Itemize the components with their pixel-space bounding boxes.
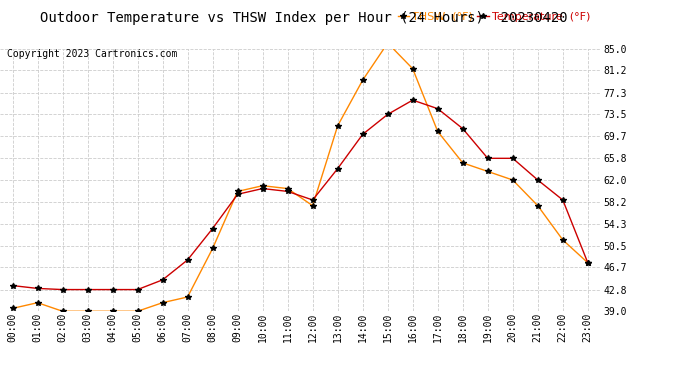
THSW  (°F) xyxy=(133,309,141,314)
THSW  (°F) xyxy=(259,183,267,188)
THSW  (°F) xyxy=(83,309,92,314)
Temperature  (°F) xyxy=(8,284,17,288)
THSW  (°F) xyxy=(8,306,17,310)
THSW  (°F) xyxy=(484,169,492,174)
Temperature  (°F) xyxy=(233,192,242,196)
Temperature  (°F) xyxy=(433,106,442,111)
THSW  (°F) xyxy=(433,129,442,134)
THSW  (°F) xyxy=(559,238,567,242)
THSW  (°F) xyxy=(284,186,292,191)
Line: Temperature  (°F): Temperature (°F) xyxy=(10,98,591,292)
THSW  (°F) xyxy=(384,41,392,45)
Temperature  (°F) xyxy=(559,198,567,202)
Temperature  (°F) xyxy=(59,287,67,292)
THSW  (°F) xyxy=(59,309,67,314)
Temperature  (°F) xyxy=(184,258,192,262)
Temperature  (°F) xyxy=(384,112,392,117)
Temperature  (°F) xyxy=(108,287,117,292)
THSW  (°F) xyxy=(159,300,167,305)
THSW  (°F) xyxy=(533,203,542,208)
Temperature  (°F) xyxy=(83,287,92,292)
Temperature  (°F) xyxy=(459,126,467,131)
THSW  (°F) xyxy=(33,300,41,305)
THSW  (°F) xyxy=(459,160,467,165)
Temperature  (°F) xyxy=(584,261,592,265)
Temperature  (°F) xyxy=(533,178,542,182)
Temperature  (°F) xyxy=(208,226,217,231)
Temperature  (°F) xyxy=(408,98,417,102)
THSW  (°F) xyxy=(408,66,417,71)
Temperature  (°F) xyxy=(133,287,141,292)
Temperature  (°F) xyxy=(33,286,41,291)
THSW  (°F) xyxy=(359,78,367,82)
THSW  (°F) xyxy=(184,295,192,299)
Temperature  (°F) xyxy=(333,166,342,171)
Temperature  (°F) xyxy=(509,156,517,160)
Text: Copyright 2023 Cartronics.com: Copyright 2023 Cartronics.com xyxy=(7,49,177,59)
Temperature  (°F) xyxy=(484,156,492,160)
Temperature  (°F) xyxy=(284,189,292,194)
THSW  (°F) xyxy=(509,178,517,182)
THSW  (°F) xyxy=(333,123,342,128)
Temperature  (°F) xyxy=(259,186,267,191)
Temperature  (°F) xyxy=(159,278,167,282)
Legend: THSW  (°F), Temperature  (°F): THSW (°F), Temperature (°F) xyxy=(393,7,595,26)
THSW  (°F) xyxy=(233,189,242,194)
Temperature  (°F) xyxy=(359,132,367,136)
THSW  (°F) xyxy=(584,261,592,265)
THSW  (°F) xyxy=(308,203,317,208)
Temperature  (°F) xyxy=(308,198,317,202)
Line: THSW  (°F): THSW (°F) xyxy=(10,40,591,314)
Text: Outdoor Temperature vs THSW Index per Hour (24 Hours)  20230420: Outdoor Temperature vs THSW Index per Ho… xyxy=(40,11,567,25)
THSW  (°F) xyxy=(208,246,217,251)
THSW  (°F) xyxy=(108,309,117,314)
